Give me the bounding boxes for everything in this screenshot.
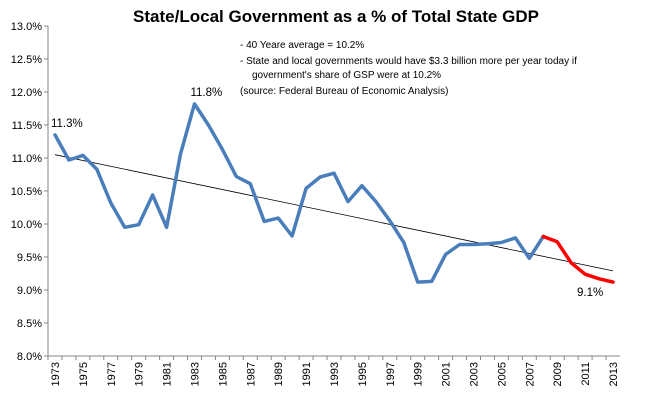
annotations: - 40 Yeare average = 10.2% - State and l…: [240, 40, 577, 97]
x-tick-label: 1989: [273, 362, 285, 386]
trendline: [54, 154, 614, 272]
series-line-2: [541, 234, 615, 284]
y-tick-label: 12.5%: [11, 54, 42, 66]
y-tick-label: 9.5%: [17, 252, 42, 264]
x-tick-label: 1983: [189, 362, 201, 386]
x-tick-label: 2009: [552, 362, 564, 386]
x-tick-label: 1973: [50, 362, 62, 386]
data-label: 9.1%: [577, 287, 603, 299]
y-tick-label: 10.5%: [11, 186, 42, 198]
data-labels: 11.3% 11.8% 9.1%: [51, 87, 603, 299]
x-tick-label: 2005: [496, 362, 508, 386]
y-tick-labels: 8.0% 8.5% 9.0% 9.5% 10.0% 10.5% 11.0% 11.5% 12.0…: [11, 21, 48, 363]
y-tick-label: 12.0%: [11, 87, 42, 99]
data-label: 11.3%: [51, 118, 83, 130]
series-line-1: [53, 102, 546, 284]
x-tick-label: 1977: [106, 362, 118, 386]
x-tick-label: 2001: [441, 362, 453, 386]
annotation-source: (source: Federal Bureau of Economic Anal…: [240, 86, 448, 97]
x-tick-label: 1991: [301, 362, 313, 386]
x-tick-label: 1981: [162, 362, 174, 386]
annotation-average: - 40 Yeare average = 10.2%: [240, 40, 364, 51]
chart-title: State/Local Government as a % of Total S…: [133, 7, 539, 26]
x-tick-label: 2011: [580, 362, 592, 386]
annotation-savings: - State and local governments would have…: [240, 56, 577, 67]
trendline-line: [54, 154, 614, 272]
x-tick-label: 2013: [608, 362, 620, 386]
x-tick-label: 1995: [357, 362, 369, 386]
y-tick-label: 9.0%: [17, 285, 42, 297]
x-tick-label: 1993: [329, 362, 341, 386]
x-tick-label: 1979: [134, 362, 146, 386]
y-tick-label: 10.0%: [11, 219, 42, 231]
y-tick-label: 11.0%: [12, 153, 43, 165]
y-tick-label: 11.5%: [12, 120, 43, 132]
x-tick-label: 1999: [413, 362, 425, 386]
x-tick-labels: 1973 1975 1977 1979 1981 1983 1985 1987 1989 1991…: [47, 356, 620, 386]
y-tick-label: 8.5%: [17, 318, 42, 330]
data-label: 11.8%: [190, 87, 222, 99]
y-tick-label: 13.0%: [11, 21, 42, 33]
y-tick-label: 8.0%: [17, 351, 42, 363]
x-tick-label: 1975: [78, 362, 90, 386]
x-tick-label: 2003: [469, 362, 481, 386]
x-tick-label: 1987: [245, 362, 257, 386]
annotation-savings-cont: government's share of GSP were at 10.2%: [252, 70, 441, 81]
x-tick-label: 2007: [524, 362, 536, 386]
x-tick-label: 1997: [385, 362, 397, 386]
series-lines: [53, 102, 615, 284]
x-tick-label: 1985: [217, 362, 229, 386]
